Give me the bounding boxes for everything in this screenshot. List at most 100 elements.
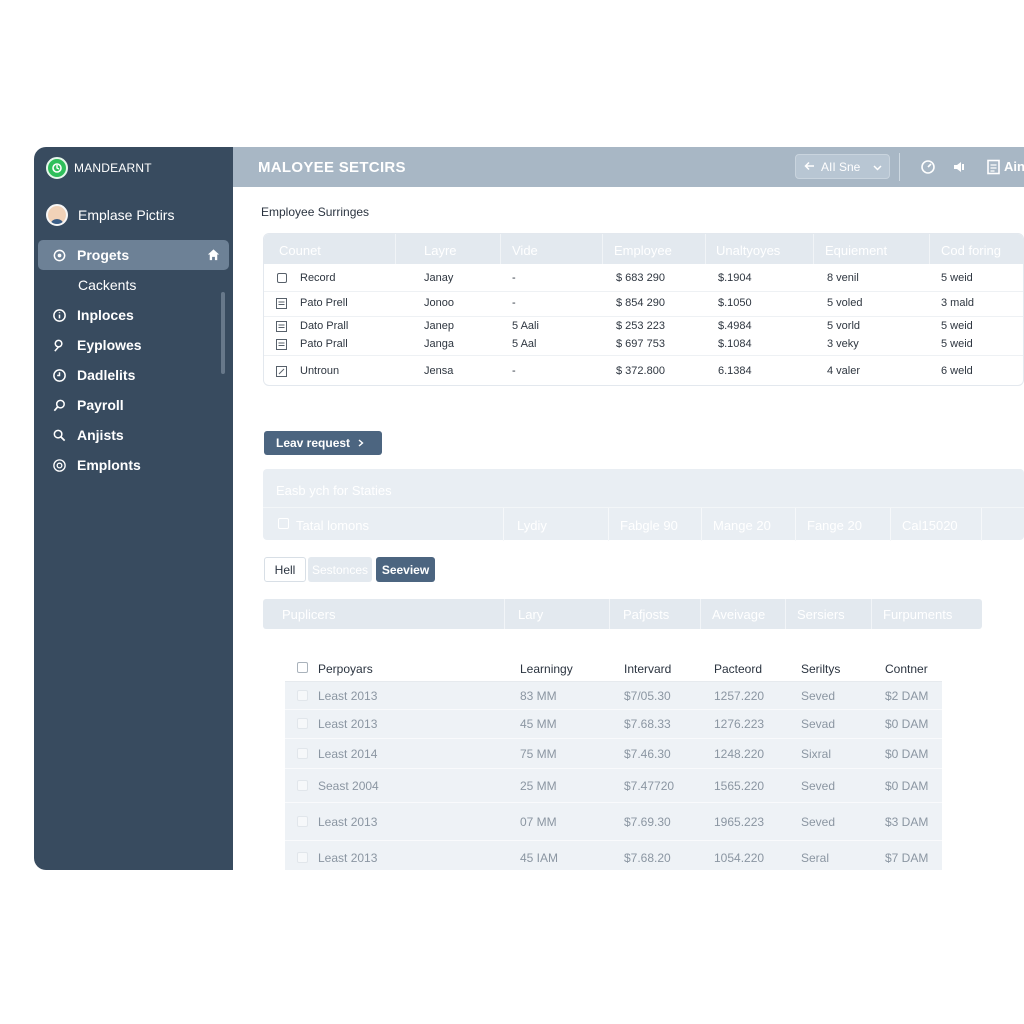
- table-row[interactable]: Least 2013 45 MM $7.68.33 1276.223 Sevad…: [285, 710, 942, 739]
- row-checkbox[interactable]: [297, 748, 308, 759]
- back-arrow-icon: [804, 160, 815, 174]
- cell: $0 DAM: [885, 717, 929, 731]
- cell: 83 MM: [520, 689, 557, 703]
- column-divider: [981, 508, 982, 541]
- cell: Seved: [801, 779, 836, 793]
- cell: 75 MM: [520, 747, 557, 761]
- cell: 1054.220: [714, 851, 765, 865]
- table-row[interactable]: Least 2013 45 IAM $7.68.20 1054.220 Sera…: [285, 841, 942, 870]
- tab-seeview[interactable]: Seeview: [376, 557, 435, 582]
- header-right-label[interactable]: Ain: [1004, 159, 1024, 174]
- search-icon: [50, 426, 68, 444]
- table-row[interactable]: Record Janay - $ 683 290 $.1904 8 venil …: [264, 268, 1023, 290]
- filter-label[interactable]: Puplicers: [282, 607, 336, 622]
- sidebar-item-label: Eyplowes: [77, 337, 142, 353]
- header-bar: MALOYEE SETCIRS AII Sne Ain: [233, 147, 1024, 187]
- column-header[interactable]: Seriltys: [801, 662, 841, 676]
- table-row[interactable]: Pato Prell Jonoo - $ 854 290 $.1050 5 vo…: [264, 293, 1023, 315]
- cell: -: [512, 272, 516, 284]
- sidebar-item-inploces[interactable]: Inploces: [38, 300, 229, 330]
- table-row[interactable]: Least 2013 07 MM $7.69.30 1965.223 Seved…: [285, 803, 942, 841]
- sidebar-scrollbar[interactable]: [221, 292, 225, 374]
- select-all-checkbox[interactable]: [297, 662, 308, 673]
- cell: $.4984: [718, 320, 752, 332]
- table-row[interactable]: Pato Prall Janga 5 Aal $ 697 753 $.1084 …: [264, 334, 1023, 356]
- column-header[interactable]: Employee: [614, 243, 672, 258]
- cell: 1248.220: [714, 747, 765, 761]
- app-window: MANDEARNT Emplase Pictirs Progets Cacken…: [34, 147, 1024, 870]
- filter-label[interactable]: Aveivage: [712, 607, 766, 622]
- sidebar-item-dadlelits[interactable]: Dadlelits: [38, 360, 229, 390]
- filter-label[interactable]: Furpuments: [883, 607, 953, 622]
- chevron-down-icon: [873, 160, 882, 174]
- cell: 1276.223: [714, 717, 765, 731]
- sidebar-item-emplonts[interactable]: Emplonts: [38, 450, 229, 480]
- row-checkbox[interactable]: [297, 852, 308, 863]
- sidebar-item-payroll[interactable]: Payroll: [38, 390, 229, 420]
- cell: 5 vorld: [827, 320, 861, 332]
- tab-hell[interactable]: Hell: [264, 557, 306, 582]
- cell: $.1084: [718, 338, 752, 350]
- column-divider: [503, 508, 504, 541]
- column-header[interactable]: Counet: [279, 243, 321, 258]
- table-row[interactable]: Seast 2004 25 MM $7.47720 1565.220 Seved…: [285, 769, 942, 803]
- row-checkbox[interactable]: [297, 780, 308, 791]
- sidebar-item-cackents[interactable]: Cackents: [38, 270, 229, 300]
- cell: 5 Aali: [512, 320, 539, 332]
- sidebar-item-eyplowes[interactable]: Eyplowes: [38, 330, 229, 360]
- filter-label[interactable]: Lary: [518, 607, 544, 622]
- column-header[interactable]: Vide: [512, 243, 538, 258]
- settings-icon[interactable]: [919, 158, 937, 176]
- speaker-icon[interactable]: [951, 158, 969, 176]
- table-row[interactable]: Least 2013 83 MM $7/05.30 1257.220 Seved…: [285, 682, 942, 710]
- column-header[interactable]: Cod foring: [941, 243, 1001, 258]
- sidebar-item-progets[interactable]: Progets: [38, 240, 229, 270]
- row-checkbox[interactable]: [297, 718, 308, 729]
- brand[interactable]: MANDEARNT: [46, 156, 152, 180]
- table-row[interactable]: Untroun Jensa - $ 372.800 6.1384 4 valer…: [264, 361, 1023, 383]
- row-checkbox[interactable]: [297, 816, 308, 827]
- cell: $7.46.30: [624, 747, 671, 761]
- filter-label[interactable]: Pafjosts: [623, 607, 670, 622]
- sidebar-item-label: Inploces: [77, 307, 134, 323]
- column-header[interactable]: Layre: [424, 243, 457, 258]
- column-header[interactable]: Contner: [885, 662, 928, 676]
- table-row[interactable]: Least 2014 75 MM $7.46.30 1248.220 Sixra…: [285, 739, 942, 769]
- column-divider: [395, 234, 396, 264]
- tab-sestonces[interactable]: Sestonces: [308, 557, 372, 582]
- table-row[interactable]: Dato Prall Janep 5 Aali $ 253 223 $.4984…: [264, 316, 1023, 338]
- home-icon[interactable]: [206, 247, 221, 265]
- leave-request-button[interactable]: Leav request: [264, 431, 382, 455]
- cell: Fabgle 90: [620, 518, 678, 533]
- column-divider: [608, 508, 609, 541]
- sidebar-item-anjists[interactable]: Anjists: [38, 420, 229, 450]
- column-header[interactable]: Intervard: [624, 662, 672, 676]
- column-header[interactable]: Equiement: [825, 243, 888, 258]
- column-header[interactable]: Perpoyars: [318, 662, 373, 676]
- filter-label[interactable]: Sersiers: [797, 607, 845, 622]
- filter-select-label: AII Sne: [821, 159, 861, 174]
- column-header[interactable]: Unaltyoyes: [716, 243, 781, 258]
- cell: Janay: [424, 272, 454, 284]
- status-row[interactable]: Tatal lomons Lydiy Fabgle 90 Mange 20 Fa…: [263, 507, 1024, 541]
- cell: Janga: [424, 338, 454, 350]
- row-checkbox[interactable]: [278, 518, 289, 529]
- cell: Least 2013: [318, 815, 378, 829]
- column-header[interactable]: Learningy: [520, 662, 573, 676]
- filter-select[interactable]: AII Sne: [795, 154, 890, 179]
- cell: 1257.220: [714, 689, 765, 703]
- document-icon[interactable]: [984, 158, 1002, 176]
- cell: $3 DAM: [885, 815, 929, 829]
- clock-icon: [50, 366, 68, 384]
- row-checkbox[interactable]: [297, 690, 308, 701]
- cell: $.1904: [718, 272, 752, 284]
- row-checkbox[interactable]: [277, 273, 287, 283]
- profile-name: Emplase Pictirs: [78, 207, 175, 223]
- profile[interactable]: Emplase Pictirs: [46, 204, 174, 226]
- cell: Lydiy: [517, 518, 547, 533]
- column-header[interactable]: Pacteord: [714, 662, 763, 676]
- cell: $ 372.800: [616, 365, 665, 377]
- cell: $7 DAM: [885, 851, 929, 865]
- cell: Cal15020: [902, 518, 958, 533]
- column-divider: [705, 234, 706, 264]
